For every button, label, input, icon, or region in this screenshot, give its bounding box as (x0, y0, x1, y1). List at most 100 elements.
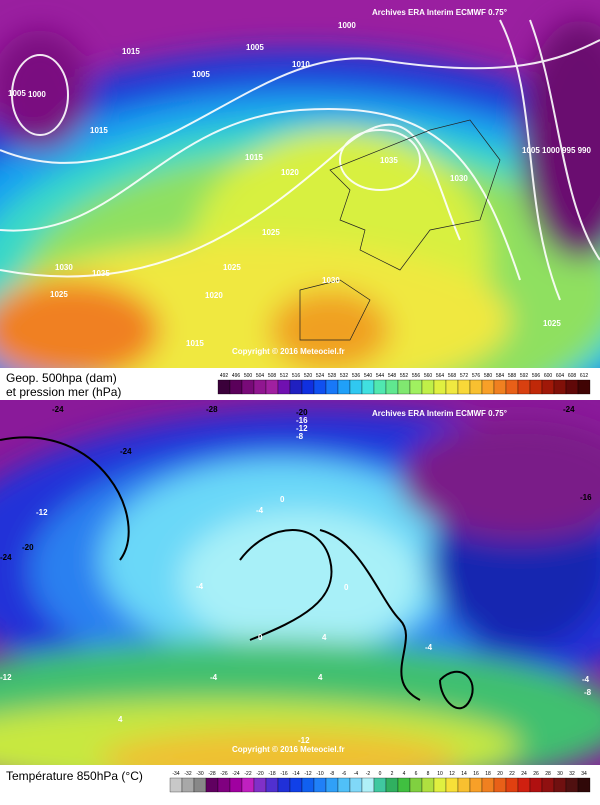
legend-label: 528 (328, 373, 337, 379)
contour-label: 1020 (281, 168, 299, 177)
legend-swatch (565, 777, 579, 793)
legend-label: 544 (376, 373, 385, 379)
legend-label: 26 (533, 771, 539, 777)
legend-swatch (433, 777, 447, 793)
legend-swatch (277, 777, 291, 793)
legend-swatch (373, 379, 387, 395)
map-title: Geop. 500hpa (dam) (6, 371, 117, 385)
legend-label: -2 (366, 771, 371, 777)
legend-label: 22 (509, 771, 515, 777)
legend-label: 512 (280, 373, 289, 379)
legend-label: 18 (485, 771, 491, 777)
contour-label: 1005 (246, 43, 264, 52)
legend-label: 28 (545, 771, 551, 777)
legend-label: 536 (352, 373, 361, 379)
source-label: Archives ERA Interim ECMWF 0.75° (372, 8, 507, 17)
legend-label: 604 (556, 373, 565, 379)
legend-swatch (445, 777, 459, 793)
legend-swatch (193, 777, 207, 793)
legend-label: 548 (388, 373, 397, 379)
contour-label: 1005 (192, 70, 210, 79)
legend-label: 504 (256, 373, 265, 379)
legend-label: 556 (412, 373, 421, 379)
legend-swatch (253, 777, 267, 793)
legend-swatch (469, 777, 483, 793)
contour-label: -20 (296, 408, 308, 417)
legend-label: 16 (473, 771, 479, 777)
legend-label: 30 (557, 771, 563, 777)
legend-swatch (349, 379, 363, 395)
geopotential-map (0, 0, 600, 368)
legend-label: 524 (316, 373, 325, 379)
legend-swatch (313, 379, 327, 395)
legend-label: -10 (316, 771, 323, 777)
legend-label: 32 (569, 771, 575, 777)
contour-label: -12 (298, 736, 310, 745)
contour-label: -8 (584, 688, 592, 697)
contour-label: 1015 (122, 47, 140, 56)
contour-label: 4 (322, 633, 327, 642)
legend-label: -14 (292, 771, 299, 777)
legend-swatch (325, 777, 339, 793)
legend-swatch (541, 379, 555, 395)
legend-label: 516 (292, 373, 301, 379)
contour-label: 1035 (380, 156, 398, 165)
legend-swatch (313, 777, 327, 793)
legend-swatch (373, 777, 387, 793)
legend-swatch (229, 777, 243, 793)
copyright: Copyright © 2016 Meteociel.fr (232, 745, 345, 754)
legend-label: -32 (184, 771, 191, 777)
legend-label: 552 (400, 373, 409, 379)
temperature-map (0, 400, 600, 765)
legend-label: 20 (497, 771, 503, 777)
contour-label: 0 (344, 583, 349, 592)
legend-label: 2 (391, 771, 394, 777)
legend-swatch (361, 777, 375, 793)
contour-label: 1005 1000 995 990 (522, 146, 592, 155)
legend-label: 4 (403, 771, 406, 777)
contour-label: -24 (563, 405, 575, 414)
map-title: et pression mer (hPa) (6, 385, 121, 399)
source-label: Archives ERA Interim ECMWF 0.75° (372, 409, 507, 418)
legend-swatch (181, 777, 195, 793)
contour-label: 1010 (292, 60, 310, 69)
contour-label: -16 (296, 416, 308, 425)
legend-swatch (217, 379, 231, 395)
legend-swatch (397, 379, 411, 395)
contour-label: 1000 (338, 21, 356, 30)
legend-swatch (505, 379, 519, 395)
legend-swatch (349, 777, 363, 793)
contour-label: -4 (256, 506, 264, 515)
legend-label: -8 (330, 771, 335, 777)
legend-label: 592 (520, 373, 529, 379)
legend-swatch (265, 379, 279, 395)
legend-swatch (553, 379, 567, 395)
legend-label: -26 (220, 771, 227, 777)
legend-swatch (265, 777, 279, 793)
legend-swatch (529, 777, 543, 793)
legend-label: 508 (268, 373, 277, 379)
legend-swatch (385, 379, 399, 395)
legend-label: -24 (232, 771, 239, 777)
contour-label: -20 (22, 543, 34, 552)
legend-swatch (457, 379, 471, 395)
legend-label: -6 (342, 771, 347, 777)
legend-label: 584 (496, 373, 505, 379)
contour-label: -24 (0, 553, 12, 562)
legend-swatch (325, 379, 339, 395)
contour-label: 1015 (245, 153, 263, 162)
legend-label: 580 (484, 373, 493, 379)
legend-label: -4 (354, 771, 359, 777)
legend-label: -20 (256, 771, 263, 777)
contour-label: 1005 (8, 89, 26, 98)
legend-swatch (217, 777, 231, 793)
legend-swatch (469, 379, 483, 395)
legend-label: -22 (244, 771, 251, 777)
contour-label: 1025 (543, 319, 561, 328)
legend-label: -12 (304, 771, 311, 777)
contour-label: 1015 (186, 339, 204, 348)
legend-swatch (421, 379, 435, 395)
legend-label: 540 (364, 373, 373, 379)
legend-swatch (541, 777, 555, 793)
contour-label: -4 (210, 673, 218, 682)
